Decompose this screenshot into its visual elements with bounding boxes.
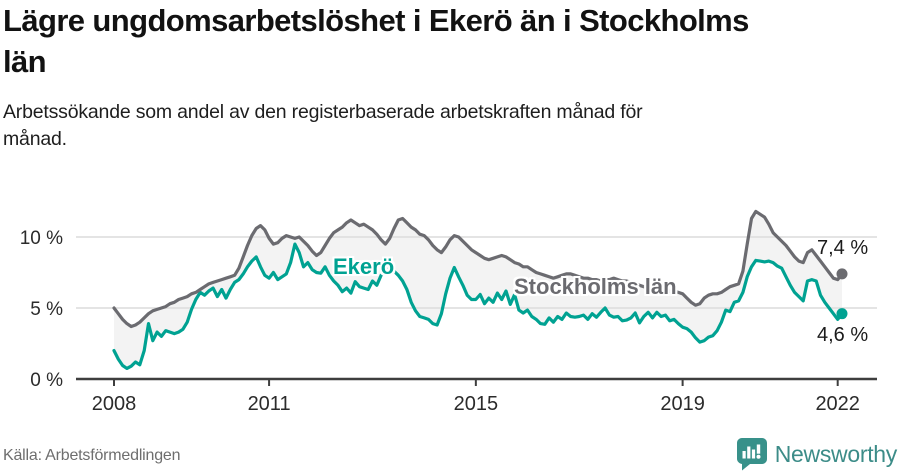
series-label-stockholms-lan: Stockholms län: [514, 274, 677, 299]
series-end-dot: [836, 308, 848, 320]
series-end-dot: [836, 268, 848, 280]
source-note: Källa: Arbetsförmedlingen: [3, 447, 181, 464]
area-between-series: [114, 211, 842, 369]
x-axis-label: 2019: [660, 393, 705, 415]
y-axis-label: 5 %: [30, 299, 63, 320]
series-line-stockholms-l-n: [112, 209, 844, 329]
series-line-eker-: [112, 242, 844, 370]
end-value-label-stockholms-lan: 7,4 %: [817, 237, 869, 259]
newsworthy-bubble-chart-icon: [736, 437, 768, 471]
y-axis-label: 10 %: [20, 228, 63, 249]
y-axis-label: 0 %: [30, 370, 63, 391]
x-axis-label: 2011: [248, 393, 291, 415]
chart-subtitle: Arbetssökande som andel av den registerb…: [3, 101, 643, 150]
newsworthy-logo: Newsworthy: [736, 437, 897, 471]
newsworthy-wordmark: Newsworthy: [774, 440, 898, 467]
page-title: Lägre ungdomsarbetslöshet i Ekerö än i S…: [3, 3, 749, 79]
x-axis-label: 2022: [815, 393, 860, 415]
x-axis-label: 2015: [454, 393, 499, 415]
end-value-label-ekero: 4,6 %: [817, 324, 869, 346]
x-axis-label: 2008: [92, 393, 137, 415]
series-label-ekero: Ekerö: [333, 254, 395, 279]
